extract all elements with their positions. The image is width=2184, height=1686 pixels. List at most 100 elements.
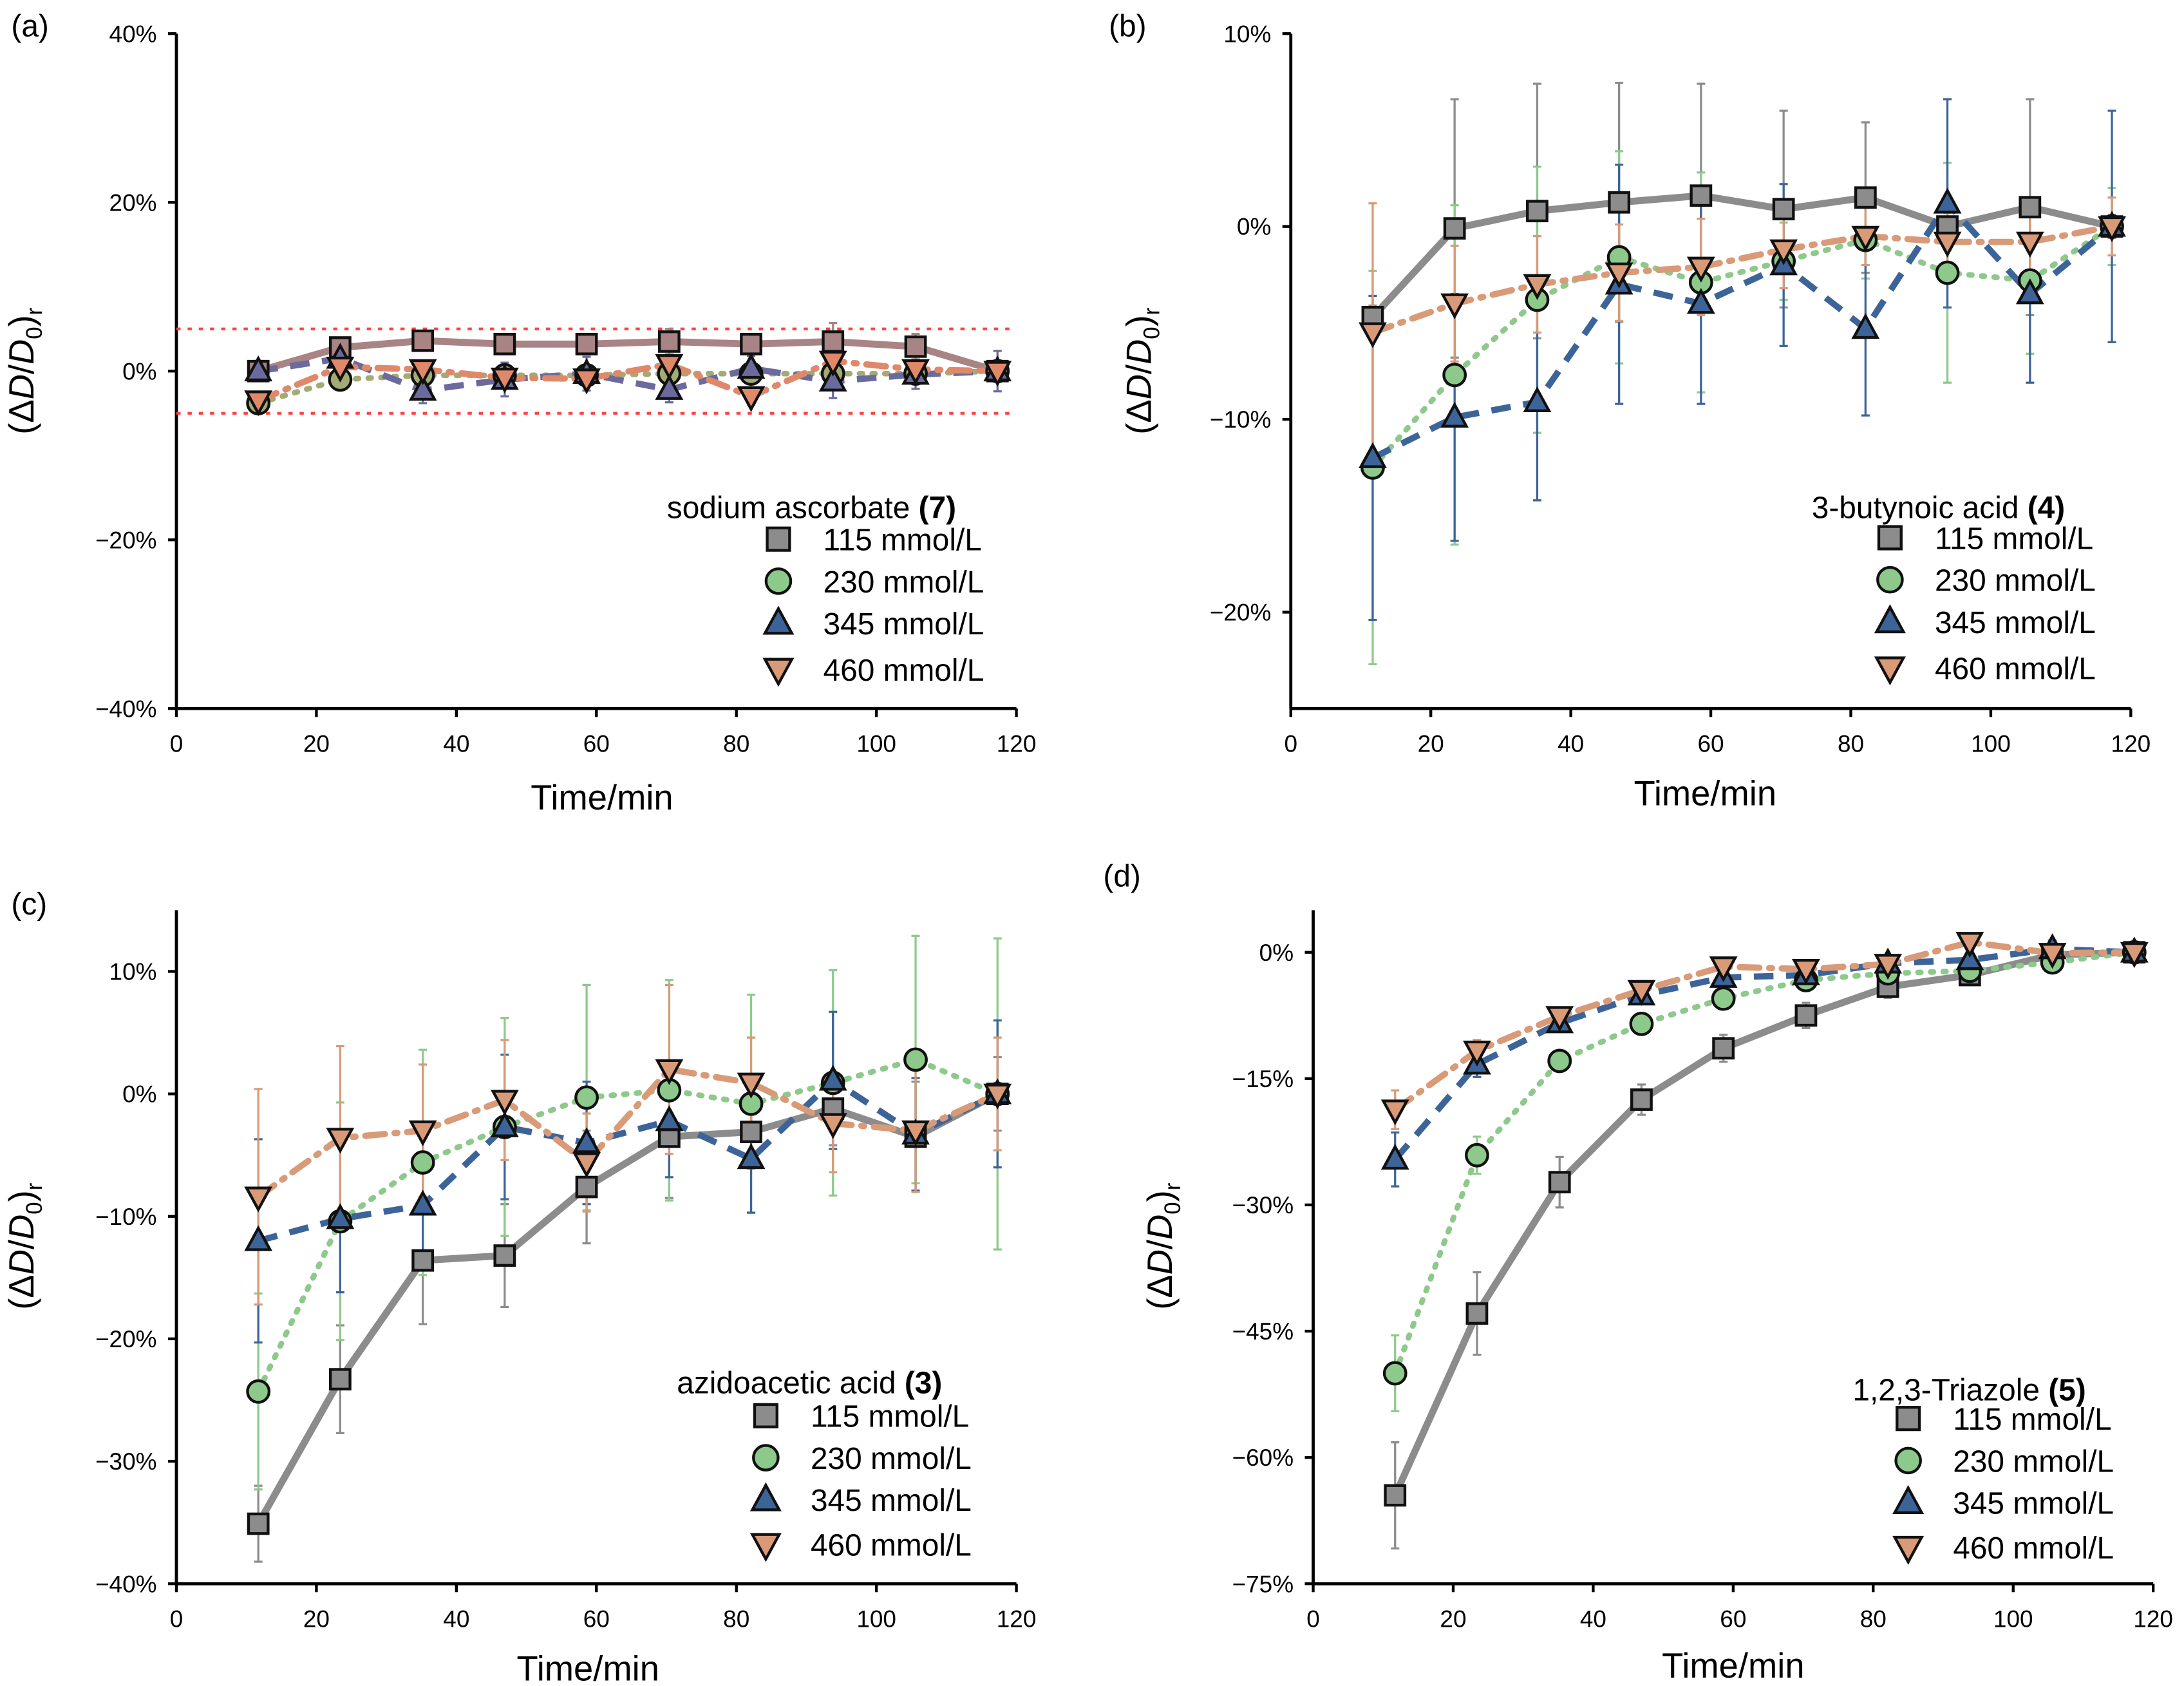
y-tick-label: −30% (1232, 1192, 1294, 1218)
legend: 3-butynoic acid (4)115 mmol/L 230 mmol/L 3… (1812, 491, 2096, 687)
panel-label: (a) (11, 10, 48, 44)
ylabel-open: (Δ (1119, 399, 1158, 434)
data-point (493, 1244, 516, 1267)
data-point (1851, 313, 1880, 339)
panel-d: (d) 0 20 40 60 80 100 120 −75% −60% −45% −30% −15% 0%… (1103, 859, 2173, 1685)
legend: 1,2,3-Triazole (5)115 mmol/L 230 mmol/L 34… (1852, 1373, 2114, 1566)
legend-marker-230 (1876, 565, 1904, 594)
legend-title: sodium ascorbate (7) (667, 491, 956, 526)
data-point (408, 1189, 437, 1216)
series-line-230 (1370, 223, 2115, 471)
data-point (2015, 231, 2044, 258)
y-axis-label: (ΔD/D0)r (1119, 308, 1164, 435)
data-point (408, 359, 437, 385)
data-point (1769, 239, 1798, 265)
legend-marker-230 (764, 567, 793, 595)
x-axis-label: Time/min (1662, 1646, 1804, 1685)
data-point (737, 386, 766, 412)
legend-label: 345 mmol/L (824, 607, 984, 641)
y-axis-label: (ΔD/D0)r (1140, 1183, 1185, 1310)
series-line-230 (255, 368, 1001, 406)
x-tick-label: 80 (1838, 731, 1864, 757)
legend-label: 115 mmol/L (811, 1400, 969, 1434)
x-tick-label: 80 (723, 731, 749, 757)
legend-marker-115 (1877, 525, 1903, 551)
data-point (1630, 1088, 1653, 1111)
data-point (740, 332, 762, 355)
data-point (1791, 959, 1820, 985)
legend-marker-115 (766, 526, 791, 552)
x-tick-label: 60 (583, 1606, 610, 1633)
ylabel-subr: r (23, 1183, 47, 1191)
data-point (740, 1121, 762, 1143)
legend-label: 115 mmol/L (1953, 1403, 2111, 1437)
ylabel-d0: D (1140, 1215, 1180, 1240)
ylabel-close: ) (1140, 1190, 1180, 1202)
data-point (655, 1059, 684, 1085)
legend-title: 3-butynoic acid (4) (1812, 491, 2065, 526)
series-line-460 (1391, 939, 2138, 1113)
legend: azidoacetic acid (3)115 mmol/L 230 mmol/L… (677, 1367, 972, 1563)
data-point (1690, 184, 1713, 207)
data-point (657, 330, 681, 353)
legend-marker-230 (1894, 1446, 1922, 1475)
legend-title-name: 1,2,3-Triazole (1852, 1373, 2048, 1407)
data-point (411, 1249, 435, 1272)
data-point (574, 1085, 599, 1110)
error-bars-460 (254, 983, 1002, 1306)
y-tick-label: 10% (109, 958, 157, 985)
ylabel-sub0: 0 (1161, 1202, 1185, 1214)
y-tick-label: −20% (95, 527, 157, 553)
y-tick-label: −10% (95, 1204, 157, 1230)
data-point (1440, 293, 1469, 319)
data-point (1359, 322, 1387, 348)
y-tick-label: 10% (1223, 21, 1271, 47)
legend-label: 345 mmol/L (1953, 1487, 2114, 1521)
data-point (1608, 191, 1631, 214)
data-point (572, 1127, 601, 1153)
series-markers-460 (1359, 216, 2126, 348)
ylabel-sub0: 0 (1140, 327, 1164, 339)
panel-a: (a) 0 20 40 60 80 100 120 −40% −20% 0% 20% 40% Time/m… (2, 10, 1036, 817)
data-point (1709, 956, 1738, 983)
legend-marker-115 (753, 1403, 778, 1428)
series-line-345 (1393, 945, 2135, 1162)
data-point (1712, 1037, 1735, 1060)
series-line-115 (254, 1090, 1001, 1528)
ylabel-open: (Δ (1140, 1274, 1180, 1309)
x-tick-label: 40 (1580, 1606, 1606, 1633)
x-tick-label: 100 (1971, 731, 2011, 757)
y-axis-label: (ΔD/D0)r (2, 1183, 47, 1310)
x-tick-label: 0 (1284, 731, 1297, 757)
data-point (822, 330, 845, 353)
data-point (655, 1105, 684, 1132)
legend-marker-345 (749, 1482, 782, 1511)
data-point (408, 375, 437, 401)
x-tick-label: 120 (2133, 1606, 2173, 1633)
data-point (244, 390, 273, 417)
ylabel-slash: / (1119, 364, 1158, 374)
ylabel-d: D (2, 374, 41, 399)
legend-label: 460 mmol/L (1953, 1531, 2114, 1566)
data-point (1359, 442, 1387, 468)
data-point (1933, 187, 1962, 214)
data-point (1380, 1099, 1409, 1126)
data-point (983, 361, 1012, 387)
x-tick-label: 100 (856, 1606, 896, 1633)
legend: sodium ascorbate (7)115 mmol/L 230 mmol/L… (667, 491, 984, 688)
x-tick-label: 20 (1418, 731, 1444, 757)
legend-title-number: (5) (2048, 1373, 2085, 1407)
error-bars-345 (254, 1010, 1002, 1344)
x-tick-label: 40 (1558, 731, 1584, 757)
panel-label: (c) (11, 887, 47, 922)
ylabel-d: D (1140, 1249, 1180, 1274)
data-point (655, 354, 684, 381)
legend-marker-460 (1874, 656, 1906, 686)
y-tick-label: −75% (1232, 1571, 1294, 1597)
data-point (1526, 200, 1549, 223)
data-point (247, 1512, 270, 1535)
data-point (1382, 1361, 1407, 1386)
series-line-460 (1370, 223, 2115, 336)
legend-title-name: sodium ascorbate (667, 491, 919, 526)
legend-label: 230 mmol/L (1953, 1444, 2114, 1479)
